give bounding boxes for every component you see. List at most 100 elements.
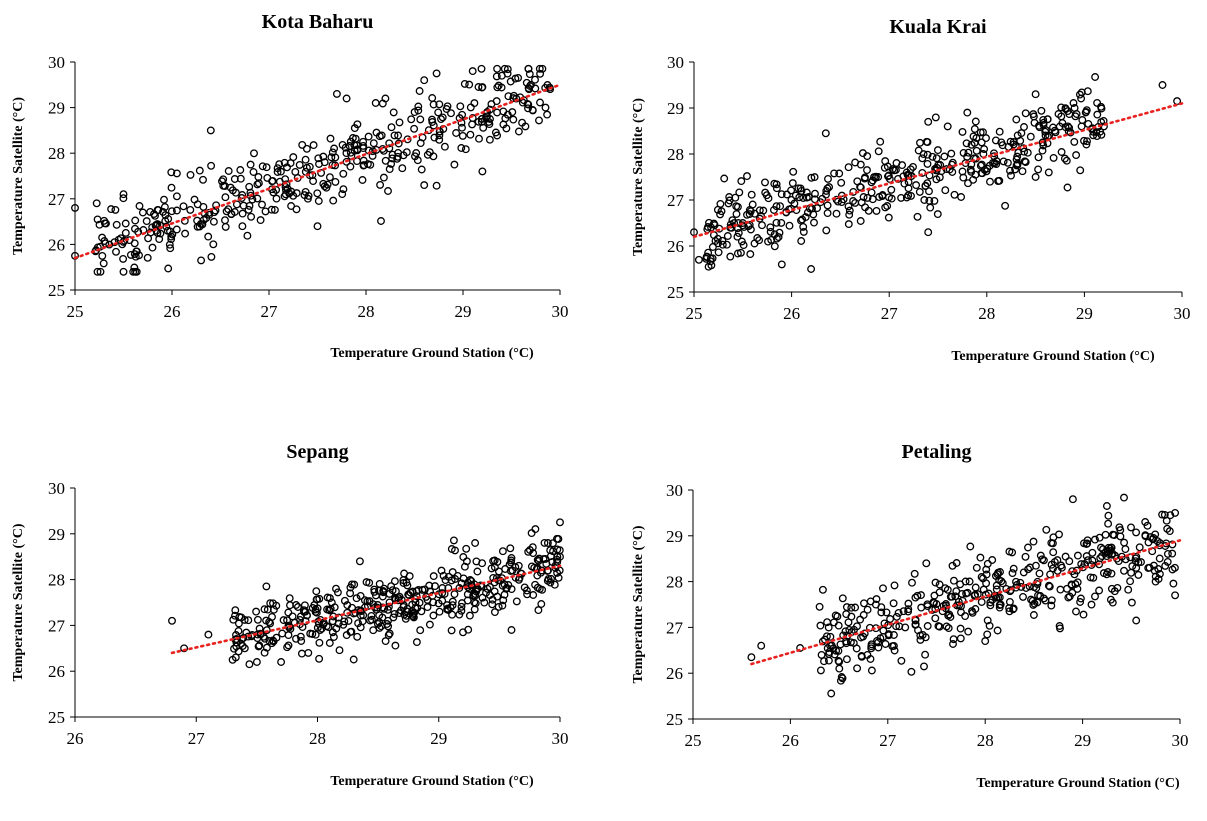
data-point (933, 210, 942, 219)
data-point (448, 597, 457, 606)
data-point (1057, 148, 1066, 156)
data-point (461, 145, 470, 154)
data-point (280, 158, 289, 167)
data-point (977, 598, 986, 606)
data-point (549, 547, 557, 556)
data-point (824, 656, 833, 665)
data-point (399, 602, 408, 611)
data-point (941, 186, 950, 195)
data-point (375, 623, 384, 632)
data-point (283, 184, 292, 193)
data-point (718, 240, 727, 249)
data-point (350, 580, 359, 589)
data-point (1021, 109, 1030, 118)
data-point (1011, 142, 1020, 151)
data-point (112, 247, 120, 256)
data-point (240, 644, 249, 653)
data-point (1031, 90, 1040, 99)
data-point (431, 582, 439, 591)
data-point (977, 160, 986, 169)
data-point (246, 160, 255, 169)
data-point (832, 209, 841, 218)
data-point (876, 137, 885, 146)
data-point (266, 599, 275, 608)
data-point (1021, 158, 1030, 167)
data-point (550, 580, 559, 589)
data-point (1143, 521, 1152, 530)
data-point (802, 193, 811, 202)
data-point (390, 131, 399, 140)
data-point (500, 64, 509, 73)
data-point (448, 610, 457, 619)
data-point (293, 603, 302, 611)
data-point (359, 137, 368, 146)
data-point (813, 204, 822, 213)
data-point (958, 596, 967, 605)
data-point (553, 545, 562, 554)
data-point (847, 603, 856, 612)
data-point (314, 154, 323, 163)
data-point (172, 225, 181, 234)
data-point (1028, 596, 1037, 605)
data-point (956, 634, 965, 643)
data-point (911, 620, 920, 629)
data-point (1034, 591, 1042, 600)
data-point (263, 173, 272, 182)
data-point (1038, 146, 1047, 155)
x-tick-label: 27 (188, 729, 206, 748)
data-point (856, 217, 865, 225)
data-point (417, 165, 426, 174)
data-point (447, 109, 455, 118)
data-point (1056, 585, 1065, 594)
chart-panel-2: Kuala Krai 25 26 27 28 29 30 25 26 27 28 29 30 Temper… (600, 0, 1200, 396)
data-point (942, 622, 951, 631)
data-point (718, 236, 727, 245)
data-point (1070, 137, 1079, 146)
data-point (1068, 495, 1077, 504)
data-point (533, 555, 542, 564)
data-point (963, 108, 972, 117)
data-point (852, 644, 861, 653)
data-point (456, 102, 465, 111)
data-point (736, 248, 745, 257)
data-point (383, 620, 391, 628)
data-point (1034, 153, 1043, 162)
data-point (167, 232, 176, 241)
data-point (1050, 126, 1059, 135)
data-point (737, 177, 746, 186)
data-point (434, 108, 443, 117)
chart-panel-1: Kota Baharu 25 26 27 28 29 30 25 26 27 28 29 30 Tempe… (0, 0, 600, 396)
data-point (803, 208, 812, 217)
data-point (221, 193, 230, 202)
data-point (204, 232, 213, 241)
data-point (524, 64, 533, 73)
data-point (1091, 73, 1100, 81)
data-point (413, 156, 422, 165)
data-point (1144, 538, 1153, 547)
data-point (825, 648, 834, 657)
data-point (1005, 597, 1014, 606)
data-point (859, 632, 868, 641)
data-point (253, 194, 262, 203)
data-point (844, 618, 853, 627)
data-point (851, 158, 860, 167)
data-point (221, 216, 229, 225)
data-point (167, 183, 176, 192)
data-point (452, 129, 461, 137)
data-point (923, 159, 932, 168)
data-point (247, 212, 256, 221)
data-point (306, 629, 315, 638)
x-tick-label: 27 (881, 304, 899, 323)
data-point (492, 97, 501, 106)
data-point (823, 184, 832, 193)
data-point (884, 213, 893, 222)
x-axis-label: Temperature Ground Station (°C) (330, 346, 534, 361)
data-point (959, 148, 968, 157)
data-point (228, 655, 237, 664)
data-point (826, 632, 835, 641)
data-point (526, 80, 535, 89)
data-point (821, 129, 830, 138)
data-point (853, 177, 862, 186)
data-point (1083, 87, 1092, 96)
data-point (1124, 585, 1133, 594)
